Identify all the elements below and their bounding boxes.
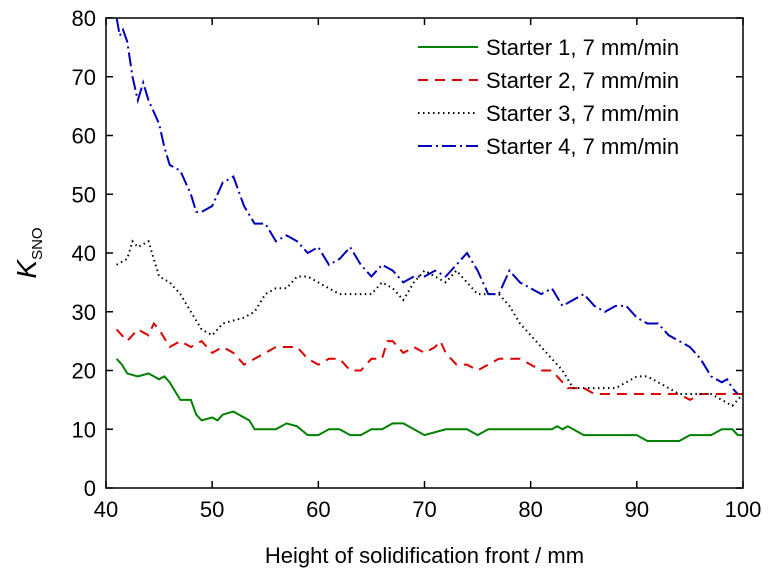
legend-label-starter-2: Starter 2, 7 mm/min xyxy=(486,68,679,93)
y-tick-label: 80 xyxy=(72,6,96,31)
y-tick-label: 0 xyxy=(84,476,96,501)
x-axis-title: Height of solidification front / mm xyxy=(265,543,584,568)
y-tick-label: 20 xyxy=(72,359,96,384)
series-line-starter-2 xyxy=(115,321,743,402)
y-tick-label: 60 xyxy=(72,124,96,149)
y-tick-label: 50 xyxy=(72,182,96,207)
x-tick-label: 90 xyxy=(625,497,649,522)
y-tick-label: 30 xyxy=(72,300,96,325)
y-tick-label: 40 xyxy=(72,241,96,266)
x-tick-label: 100 xyxy=(725,497,762,522)
legend-label-starter-4: Starter 4, 7 mm/min xyxy=(486,134,679,159)
y-tick-label: 10 xyxy=(72,417,96,442)
x-tick-label: 50 xyxy=(200,497,224,522)
ticks-layer: 40 50 60 70 80 90 100 0 10 20 30 40 50 60 70 80 xyxy=(72,6,762,522)
y-axis-title-sub: SNO xyxy=(29,227,46,260)
series-line-starter-3 xyxy=(116,239,744,408)
series-line-starter-1 xyxy=(115,358,743,442)
x-tick-label: 40 xyxy=(94,497,118,522)
y-tick-label: 70 xyxy=(72,65,96,90)
legend-label-starter-1: Starter 1, 7 mm/min xyxy=(486,35,679,60)
series-layer xyxy=(115,17,744,442)
x-tick-label: 70 xyxy=(412,497,436,522)
y-axis-title: KSNO xyxy=(11,227,46,278)
legend-label-starter-3: Starter 3, 7 mm/min xyxy=(486,101,679,126)
legend: Starter 1, 7 mm/min Starter 2, 7 mm/min St… xyxy=(418,35,679,159)
y-axis-title-main: K xyxy=(11,259,42,279)
x-tick-label: 80 xyxy=(518,497,542,522)
series-line-starter-4 xyxy=(115,17,739,395)
x-tick-label: 60 xyxy=(306,497,330,522)
